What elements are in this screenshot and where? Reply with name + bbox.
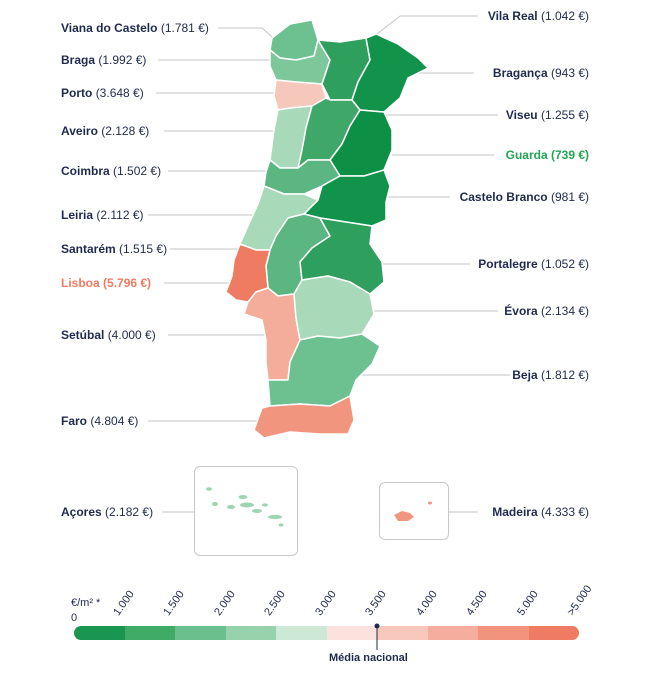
legend-zero: 0 (71, 612, 78, 624)
legend-segment (427, 626, 478, 640)
national-average-dot (374, 623, 380, 629)
label-braga: Braga (1.992 €) (61, 53, 147, 67)
legend-segment (74, 626, 125, 640)
legend-segment (175, 626, 226, 640)
label-santarem: Santarém (1.515 €) (61, 242, 168, 256)
legend-segment (478, 626, 529, 640)
legend-segment (124, 626, 175, 640)
label-setubal: Setúbal (4.000 €) (61, 328, 156, 342)
legend-segment (528, 626, 579, 640)
label-coimbra: Coimbra (1.502 €) (61, 164, 162, 178)
label-acores: Açores (2.182 €) (61, 505, 154, 519)
legend-segment (326, 626, 377, 640)
national-average-label: Média nacional (329, 652, 408, 664)
label-braganca: Bragança (943 €) (492, 66, 589, 80)
madeira-islands (394, 501, 432, 521)
acores-inset (194, 466, 298, 556)
legend-segment (377, 626, 428, 640)
label-lisboa: Lisboa (5.796 €) (61, 276, 152, 290)
legend-unit: €/m² * (71, 597, 101, 609)
label-leiria: Leiria (2.112 €) (61, 208, 144, 222)
label-evora: Évora (2.134 €) (504, 304, 589, 318)
leader-lines (148, 15, 510, 513)
legend-segment (276, 626, 327, 640)
acores-islands (206, 487, 284, 527)
label-faro: Faro (4.804 €) (61, 414, 139, 428)
region-braganca[interactable] (351, 33, 429, 113)
madeira-inset (379, 482, 449, 540)
label-madeira: Madeira (4.333 €) (492, 505, 589, 519)
label-viana: Viana do Castelo (1.781 €) (61, 21, 209, 35)
label-vilareal: Vila Real (1.042 €) (487, 9, 589, 23)
region-faro[interactable] (253, 395, 355, 439)
label-beja: Beja (1.812 €) (512, 368, 589, 382)
legend-segment (225, 626, 276, 640)
region-evora[interactable] (293, 275, 375, 341)
label-castelobranco: Castelo Branco (981 €) (459, 190, 589, 204)
label-porto: Porto (3.648 €) (61, 86, 144, 100)
label-portalegre: Portalegre (1.052 €) (478, 257, 589, 271)
legend-color-scale (74, 626, 579, 640)
label-guarda: Guarda (739 €) (505, 148, 589, 162)
label-viseu: Viseu (1.255 €) (505, 108, 589, 122)
label-aveiro: Aveiro (2.128 €) (61, 124, 150, 138)
